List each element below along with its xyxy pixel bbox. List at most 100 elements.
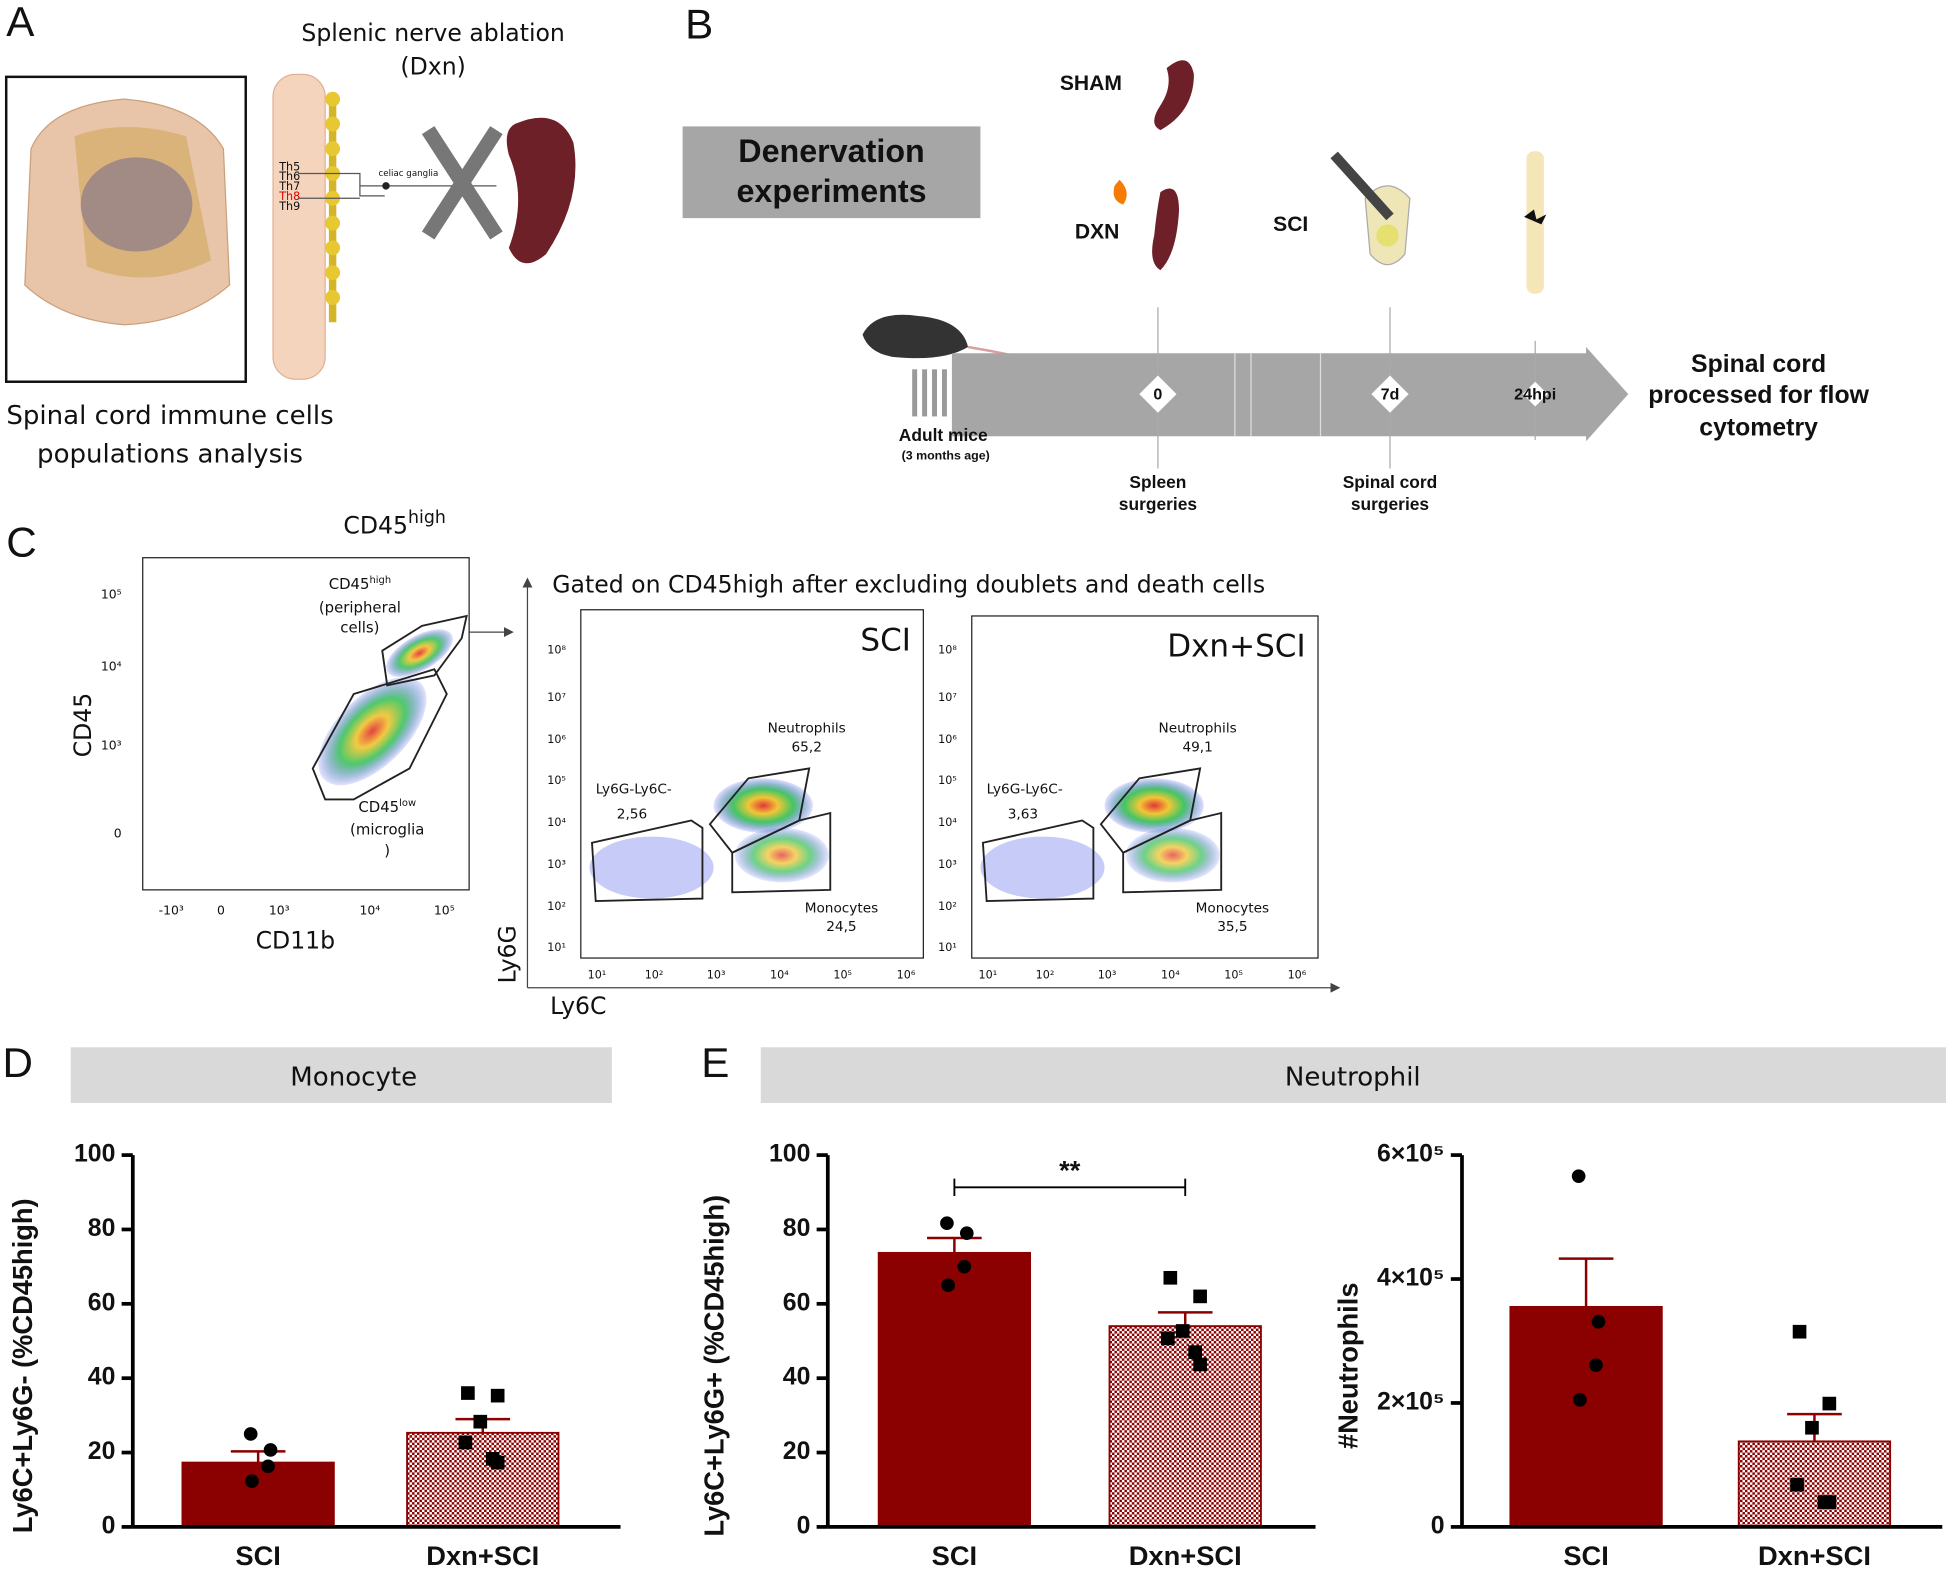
annotation: surgeries: [1119, 494, 1197, 514]
ganglia-label: celiac ganglia: [379, 169, 439, 179]
gate: [708, 767, 811, 854]
y-tick-label: 10¹: [547, 941, 566, 954]
y-axis-label: Ly6G: [493, 925, 521, 983]
y-tick-label: 10⁸: [547, 644, 566, 657]
data-point: [245, 1474, 259, 1488]
data-point: [1589, 1358, 1603, 1372]
y-tick-label: 10⁵: [547, 774, 566, 787]
panel-label: C: [6, 518, 36, 565]
y-tick-label: 10⁴: [101, 658, 122, 673]
data-point: [1175, 1324, 1190, 1338]
y-tick-label: 10³: [938, 858, 957, 871]
timepoint: 7d: [1381, 386, 1400, 404]
panel-b: Denervation experiments SHAM DXN SCI 0 7…: [682, 60, 1870, 514]
y-tick-label: 60: [783, 1289, 811, 1316]
y-tick-label: 0: [114, 826, 122, 841]
x-tick-label: 10⁴: [1161, 968, 1180, 981]
y-tick-label: 0: [102, 1512, 116, 1539]
data-point: [940, 1216, 954, 1230]
gate-title-text: CD45: [343, 511, 408, 539]
y-tick-label: 60: [88, 1289, 116, 1316]
data-point: [458, 1435, 473, 1450]
data-point: [243, 1427, 258, 1441]
panel-header: Monocyte: [290, 1063, 417, 1093]
gate-title-sup: high: [408, 508, 446, 528]
gate-label: (peripheral: [319, 599, 401, 617]
header-bar: [760, 1047, 1946, 1104]
annotation: processed for flow: [1648, 382, 1869, 409]
x-tick-label: 10³: [707, 968, 726, 981]
y-tick-label: 40: [88, 1364, 116, 1391]
x-tick-label: SCI: [1563, 1540, 1608, 1571]
data-point: [1591, 1314, 1606, 1329]
level: Th6: [278, 170, 300, 183]
y-tick-label: 10⁴: [938, 816, 957, 829]
density: [1125, 827, 1220, 883]
y-tick-label: 10³: [101, 738, 122, 753]
plot-title: Dxn+SCI: [1167, 629, 1305, 665]
y-tick-label: 10¹: [938, 941, 957, 954]
data-point: [1193, 1357, 1207, 1372]
x-tick-label: 10⁴: [359, 902, 380, 917]
gate: [731, 811, 832, 894]
x-tick-label: 10⁶: [897, 968, 916, 981]
annotation: (Dxn): [400, 53, 465, 81]
density: [589, 836, 714, 899]
y-tick-label: 2×10⁵: [1377, 1389, 1445, 1416]
box-label: experiments: [736, 173, 926, 209]
annotation: Gated on CD45high after excluding double…: [552, 571, 1265, 599]
data-point: [473, 1414, 488, 1429]
x-tick-label: 10²: [1036, 968, 1055, 981]
data-point: [490, 1388, 505, 1403]
data-point: [490, 1455, 505, 1470]
gate: [1099, 767, 1202, 854]
gate-label: Neutrophils: [768, 721, 846, 737]
y-tick-label: 6×10⁵: [1377, 1141, 1445, 1168]
data-point: [1573, 1393, 1587, 1407]
data-point: [1822, 1495, 1837, 1509]
x-tick-label: 10³: [269, 902, 290, 917]
density: [734, 827, 830, 883]
flow-plot: [580, 609, 924, 959]
y-tick-label: 80: [88, 1215, 116, 1242]
x-tick-label: 10⁵: [1224, 968, 1243, 981]
data-point: [1805, 1420, 1819, 1435]
annotation: Splenic nerve ablation: [301, 19, 564, 47]
gate-label: Monocytes: [805, 900, 879, 916]
y-tick-label: 0: [797, 1512, 811, 1539]
gate-value: 2,56: [617, 806, 647, 822]
y-tick-label: 20: [88, 1438, 116, 1465]
x-tick-label: 10⁵: [434, 902, 455, 917]
density: [1104, 778, 1204, 833]
y-tick-label: 10⁶: [938, 733, 957, 746]
x-tick-label: 10⁶: [1288, 968, 1307, 981]
gate-value: 65,2: [792, 739, 822, 755]
y-tick-label: 10⁵: [101, 586, 122, 601]
y-tick-label: 10²: [938, 900, 957, 913]
level: Th7: [278, 180, 300, 193]
group-label: DXN: [1075, 221, 1120, 244]
x-tick-label: 10¹: [588, 968, 607, 981]
data-point: [461, 1386, 475, 1400]
x-tick-label: 10²: [645, 968, 664, 981]
gate: [981, 819, 1095, 902]
gate-label: cells): [340, 618, 379, 636]
x-tick-label: -10³: [159, 902, 184, 917]
x-tick-label: 10⁴: [770, 968, 789, 981]
y-tick-label: 10⁷: [938, 691, 957, 704]
gate-sup: high: [370, 575, 392, 586]
x-tick-label: Dxn+SCI: [426, 1540, 539, 1571]
panel-label: A: [6, 0, 35, 45]
y-tick-label: 10²: [547, 900, 566, 913]
gate-value: 49,1: [1182, 739, 1212, 755]
data-point: [959, 1226, 974, 1240]
x-tick-label: 10³: [1098, 968, 1117, 981]
y-axis-label: CD45: [69, 693, 97, 758]
gate-label: Ly6G-Ly6C-: [596, 781, 672, 797]
panel-a: Th5 Th6 Th7 Th8 Th9 celiac ganglia Splen…: [4, 19, 576, 469]
data-point: [957, 1259, 972, 1274]
significance-label: **: [1059, 1155, 1081, 1186]
gate-text: CD45: [329, 575, 370, 593]
gate-label: ): [384, 841, 390, 859]
level: Th8: [278, 190, 300, 203]
